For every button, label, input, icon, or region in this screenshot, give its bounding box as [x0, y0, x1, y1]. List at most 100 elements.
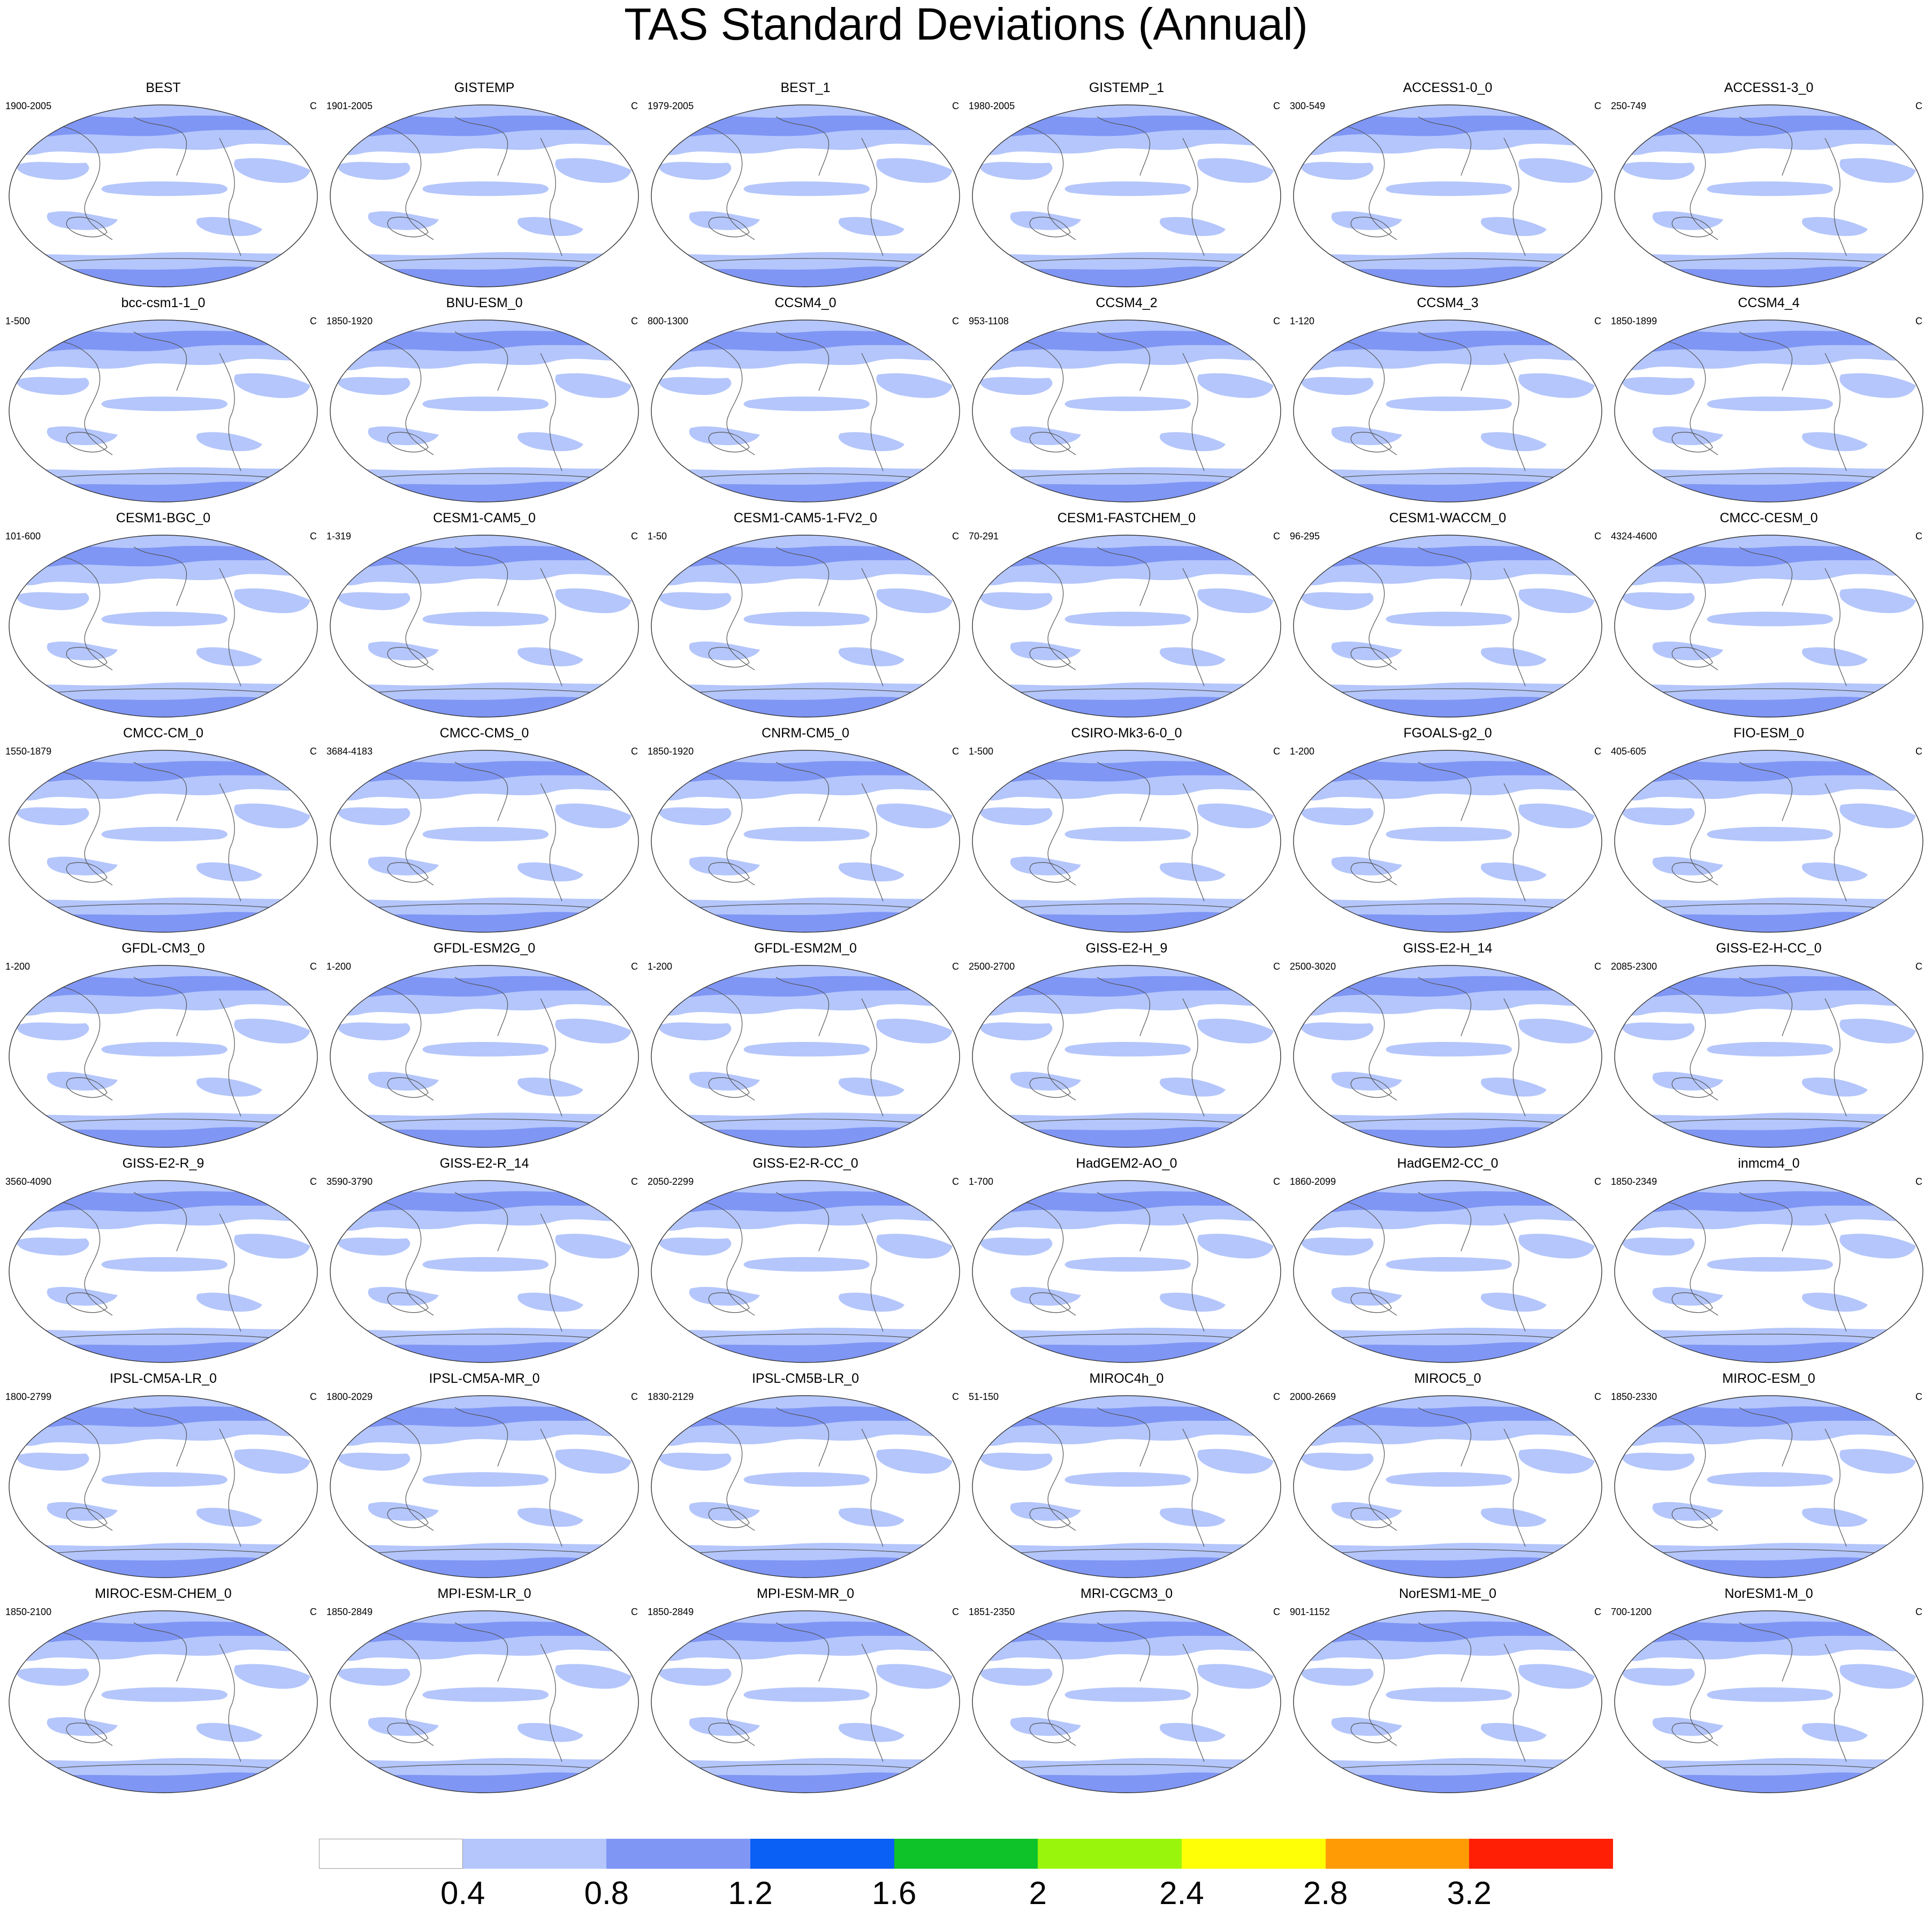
- panel-title: GFDL-ESM2M_0: [754, 941, 857, 956]
- map-plot: [651, 535, 960, 718]
- map-plot: [9, 1395, 318, 1578]
- map-plot: [651, 965, 960, 1148]
- panel-title: MIROC4h_0: [1089, 1371, 1164, 1386]
- panel-period: 1-500: [969, 746, 994, 757]
- map-plot: [972, 1180, 1281, 1363]
- panel-period: 300-549: [1290, 101, 1326, 111]
- map-panel: GISTEMP_1 1980-2005 C: [969, 80, 1284, 292]
- panel-title: ACCESS1-0_0: [1403, 80, 1493, 95]
- map-panel: BEST 1900-2005 C: [5, 80, 321, 292]
- panel-title: GISS-E2-H-CC_0: [1716, 941, 1822, 956]
- panel-title: NorESM1-ME_0: [1399, 1586, 1496, 1601]
- panel-title: GFDL-CM3_0: [121, 941, 205, 956]
- panel-title: GISS-E2-R_14: [439, 1156, 529, 1171]
- colorbar-swatch: [1038, 1839, 1182, 1869]
- panel-period: 1-500: [5, 316, 31, 326]
- map-plot: [1293, 965, 1602, 1148]
- map-plot: [1293, 750, 1602, 933]
- map-panel: CMCC-CESM_0 4324-4600 C: [1611, 511, 1927, 722]
- colorbar-swatch: [1469, 1839, 1613, 1869]
- colorbar-tick-label: 3.2: [1447, 1875, 1492, 1911]
- panel-period: 700-1200: [1611, 1607, 1652, 1617]
- panel-unit: C: [631, 316, 638, 326]
- panel-title: MIROC5_0: [1414, 1371, 1481, 1386]
- map-plot: [651, 1610, 960, 1793]
- map-plot: [330, 1395, 639, 1578]
- map-panel: CCSM4_3 1-120 C: [1290, 295, 1606, 507]
- map-plot: [1293, 535, 1602, 718]
- panel-title: CCSM4_4: [1738, 295, 1800, 310]
- panel-title: CESM1-CAM5-1-FV2_0: [733, 511, 878, 526]
- map-plot: [972, 104, 1281, 287]
- panel-title: bcc-csm1-1_0: [121, 295, 206, 310]
- panel-unit: C: [310, 1607, 317, 1617]
- panel-title: CMCC-CMS_0: [439, 726, 529, 741]
- panel-title: MIROC-ESM_0: [1722, 1371, 1815, 1386]
- map-panel: NorESM1-M_0 700-1200 C: [1611, 1586, 1927, 1798]
- panel-unit: C: [1594, 1391, 1601, 1402]
- panel-title: CMCC-CESM_0: [1720, 511, 1818, 526]
- map-panel: GISS-E2-H_14 2500-3020 C: [1290, 941, 1606, 1152]
- map-plot: [9, 750, 318, 933]
- map-plot: [1614, 965, 1923, 1148]
- map-plot: [330, 1180, 639, 1363]
- map-plot: [972, 535, 1281, 718]
- panel-period: 1800-2029: [326, 1391, 373, 1402]
- colorbar: [319, 1839, 1613, 1869]
- panel-title: HadGEM2-AO_0: [1076, 1156, 1177, 1171]
- colorbar-tick-label: 2: [1029, 1875, 1047, 1911]
- panel-unit: C: [310, 746, 317, 757]
- map-panel: HadGEM2-CC_0 1860-2099 C: [1290, 1156, 1606, 1367]
- colorbar-swatch: [894, 1839, 1038, 1869]
- panel-unit: C: [1594, 1607, 1601, 1617]
- panel-unit: C: [310, 101, 317, 111]
- panel-period: 2500-3020: [1290, 961, 1336, 972]
- colorbar-swatch: [1325, 1839, 1470, 1869]
- map-plot: [9, 1180, 318, 1363]
- panel-period: 2085-2300: [1611, 961, 1657, 972]
- map-panel: GFDL-CM3_0 1-200 C: [5, 941, 321, 1152]
- panel-title: GISTEMP_1: [1089, 80, 1165, 95]
- map-plot: [330, 535, 639, 718]
- panel-unit: C: [1273, 1176, 1280, 1187]
- panel-unit: C: [631, 1607, 638, 1617]
- panel-period: 1850-1920: [326, 316, 373, 326]
- panel-period: 3684-4183: [326, 746, 373, 757]
- panel-title: IPSL-CM5A-LR_0: [109, 1371, 217, 1386]
- map-plot: [9, 319, 318, 503]
- panel-unit: C: [952, 101, 959, 111]
- colorbar-tick-label: 2.4: [1159, 1875, 1204, 1911]
- panel-period: 70-291: [969, 531, 999, 542]
- panel-period: 96-295: [1290, 531, 1320, 542]
- panel-title: CCSM4_0: [774, 295, 836, 310]
- panel-unit: C: [1594, 531, 1601, 542]
- panel-period: 800-1300: [648, 316, 689, 326]
- panel-unit: C: [1273, 1607, 1280, 1617]
- panel-period: 1-50: [648, 531, 667, 542]
- map-panel: MIROC-ESM-CHEM_0 1850-2100 C: [5, 1586, 321, 1798]
- panel-period: 1850-1899: [1611, 316, 1657, 326]
- map-panel: HadGEM2-AO_0 1-700 C: [969, 1156, 1284, 1367]
- map-panel: GISS-E2-H-CC_0 2085-2300 C: [1611, 941, 1927, 1152]
- map-panel: BEST_1 1979-2005 C: [648, 80, 963, 292]
- map-panel: CMCC-CM_0 1550-1879 C: [5, 726, 321, 937]
- map-plot: [330, 1610, 639, 1793]
- map-panel: inmcm4_0 1850-2349 C: [1611, 1156, 1927, 1367]
- map-panel: IPSL-CM5B-LR_0 1830-2129 C: [648, 1371, 963, 1582]
- map-panel: BNU-ESM_0 1850-1920 C: [326, 295, 642, 507]
- panel-title: FGOALS-g2_0: [1403, 726, 1492, 741]
- panel-unit: C: [1594, 961, 1601, 972]
- panel-title: GISS-E2-H_14: [1403, 941, 1493, 956]
- panel-period: 1-319: [326, 531, 352, 542]
- map-plot: [1614, 319, 1923, 503]
- panel-unit: C: [310, 1176, 317, 1187]
- map-panel: MIROC4h_0 51-150 C: [969, 1371, 1284, 1582]
- map-plot: [1293, 1180, 1602, 1363]
- map-plot: [651, 750, 960, 933]
- panel-unit: C: [952, 531, 959, 542]
- panel-title: IPSL-CM5B-LR_0: [751, 1371, 859, 1386]
- colorbar-tick-label: 0.4: [440, 1875, 485, 1911]
- panel-unit: C: [1273, 316, 1280, 326]
- panel-title: IPSL-CM5A-MR_0: [429, 1371, 540, 1386]
- map-plot: [972, 965, 1281, 1148]
